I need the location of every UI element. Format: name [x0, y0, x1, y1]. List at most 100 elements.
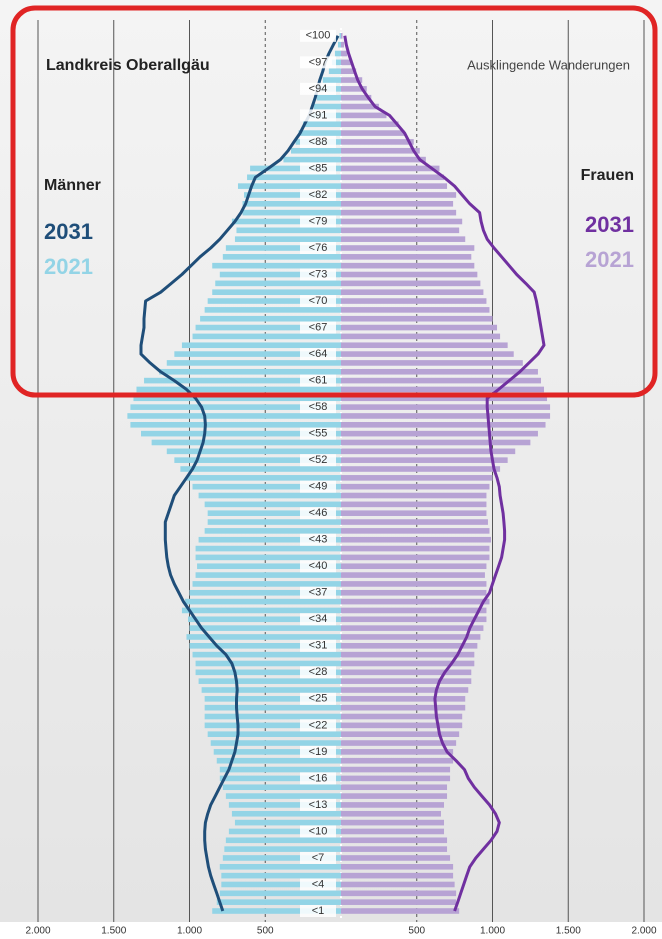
- bar: [341, 519, 488, 525]
- bar: [174, 351, 341, 357]
- bars: [127, 33, 551, 914]
- bar: [192, 333, 341, 340]
- legend-label: 2021: [44, 254, 93, 279]
- x-tick-label: 1.500: [556, 926, 581, 937]
- bar: [341, 598, 490, 605]
- bar: [341, 368, 538, 375]
- bar: [231, 810, 341, 817]
- age-label-bg: [300, 295, 336, 308]
- bar: [313, 103, 341, 110]
- bar: [341, 678, 472, 684]
- bar: [341, 802, 445, 808]
- bar: [341, 810, 441, 817]
- age-label: <85: [309, 162, 328, 174]
- age-label-bg: [300, 56, 336, 69]
- bar: [244, 192, 341, 198]
- age-label-bg: [300, 321, 336, 334]
- bar: [341, 360, 523, 366]
- bar: [219, 890, 341, 897]
- bar: [341, 713, 463, 720]
- bar: [181, 342, 341, 349]
- bar: [341, 660, 475, 667]
- bar: [291, 147, 341, 154]
- bar: [192, 581, 341, 587]
- bar: [250, 165, 341, 172]
- bar: [341, 174, 445, 181]
- bar: [341, 510, 487, 516]
- age-label: <10: [309, 825, 328, 837]
- bar: [216, 899, 341, 905]
- age-label-bg: [300, 719, 336, 732]
- bar: [247, 174, 341, 181]
- bar: [222, 254, 341, 260]
- bar: [213, 749, 341, 755]
- bar: [341, 908, 460, 914]
- bar: [228, 828, 341, 835]
- bar: [341, 386, 545, 393]
- age-label: <82: [309, 189, 328, 201]
- bar: [204, 713, 341, 720]
- bar: [341, 245, 475, 251]
- bar: [207, 298, 341, 304]
- bar: [341, 139, 414, 145]
- bar: [195, 572, 341, 578]
- bar: [322, 77, 341, 83]
- bar: [341, 342, 508, 349]
- age-label-bg: [300, 613, 336, 626]
- age-label-bg: [300, 745, 336, 758]
- bar: [195, 660, 341, 667]
- bar: [184, 598, 341, 605]
- bar: [219, 864, 341, 870]
- bar: [192, 651, 341, 658]
- bar: [228, 802, 341, 808]
- bar: [341, 395, 548, 402]
- line: [343, 35, 546, 912]
- age-label: <79: [309, 215, 328, 227]
- age-label-bg: [300, 82, 336, 95]
- bar: [216, 757, 341, 764]
- bar: [341, 819, 445, 826]
- bar: [174, 457, 341, 463]
- bar: [341, 616, 487, 623]
- age-label-bg: [300, 109, 336, 122]
- bar: [341, 501, 487, 508]
- bar: [151, 439, 341, 446]
- bar: [341, 422, 546, 428]
- age-label: <49: [309, 481, 328, 493]
- bar: [219, 766, 341, 773]
- age-label-bg: [300, 692, 336, 705]
- age-label: <7: [312, 852, 325, 864]
- age-label-bg: [300, 427, 336, 440]
- bar: [341, 890, 457, 897]
- bar: [341, 731, 460, 737]
- bar: [166, 360, 341, 366]
- bar: [341, 351, 514, 357]
- bar: [341, 271, 478, 278]
- bar: [341, 404, 551, 410]
- bar: [221, 872, 341, 879]
- bar: [236, 227, 341, 234]
- bar: [341, 254, 472, 260]
- age-label: <40: [309, 560, 328, 572]
- highlight-frame: [10, 5, 658, 398]
- bar: [341, 77, 363, 83]
- bar: [159, 368, 341, 375]
- bar: [341, 492, 487, 499]
- bar: [341, 846, 448, 852]
- bar: [341, 439, 531, 446]
- group-label: Männer: [44, 177, 101, 194]
- age-label: <88: [309, 136, 328, 148]
- bar: [341, 121, 399, 128]
- bar: [186, 634, 341, 640]
- age-label: <91: [309, 109, 328, 121]
- bar: [341, 103, 379, 110]
- bar: [341, 457, 508, 463]
- bar: [141, 430, 341, 437]
- bar: [186, 475, 341, 481]
- age-label-bg: [300, 639, 336, 652]
- bar: [341, 634, 481, 640]
- bar: [298, 130, 341, 136]
- age-label: <67: [309, 321, 328, 333]
- bar: [341, 68, 357, 74]
